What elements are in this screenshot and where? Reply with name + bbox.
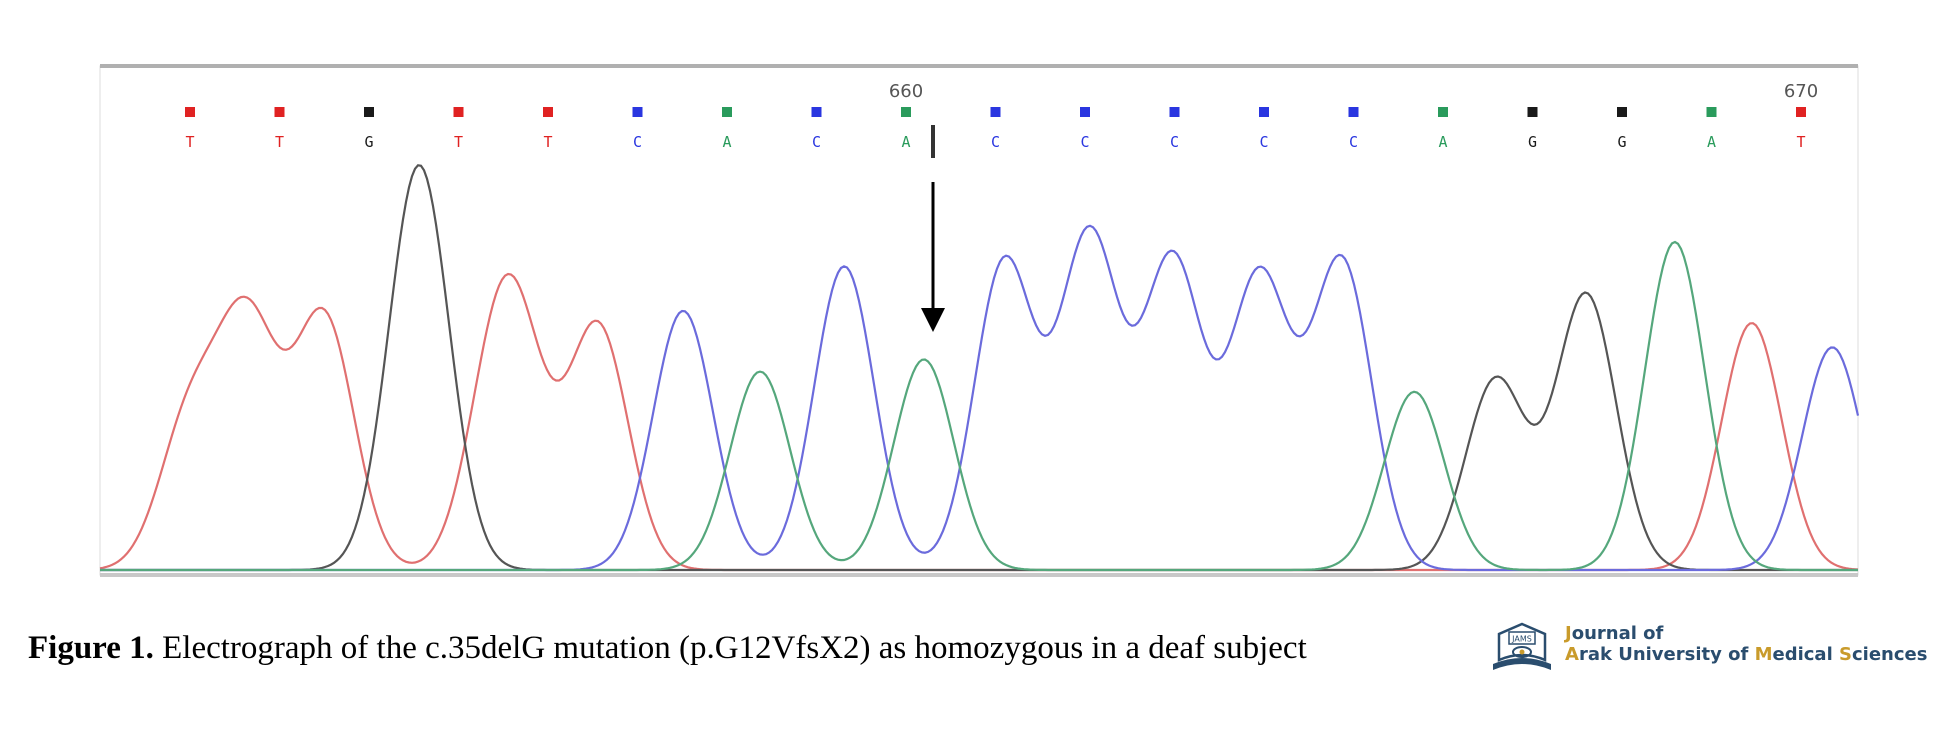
base-call-letter: C [1080,133,1089,151]
base-marker [1169,107,1180,117]
deletion-arrow-head [921,308,945,332]
journal-line2-part: ciences [1851,644,1928,665]
figure-number: Figure 1. [28,630,154,666]
annotation-group [921,125,945,332]
base-marker [632,107,643,117]
plot-area [99,65,1859,576]
journal-line2-part: rak University of [1578,644,1755,665]
journal-line2: Arak University of Medical Sciences [1565,644,1927,665]
journal-initial-j: J [1565,623,1572,644]
base-call-row: 660 670 T T G T T C A C A C C C C C A G G A T [185,81,1818,151]
base-marker [1796,107,1806,117]
base-marker [364,107,374,117]
base-call-letter: C [991,133,1000,151]
base-marker [1348,107,1359,117]
trace-G [100,164,1858,572]
journal-line1-rest: ournal of [1571,623,1664,644]
base-marker [543,107,553,117]
base-marker [1706,107,1717,117]
position-label-660: 660 [889,81,923,102]
chromatogram-chart: 660 670 T T G T T C A C A C C C C C A G G A T [99,64,1860,577]
journal-line2-part: edical [1772,644,1840,665]
base-call-letter: T [275,133,284,151]
base-call-letter: G [364,133,373,151]
trace-group [99,164,1860,572]
base-marker [811,107,822,117]
base-call-letter: A [1438,133,1447,151]
base-marker [901,107,911,117]
journal-name: Journal of Arak University of Medical Sc… [1565,623,1927,665]
base-call-letter: G [1528,133,1537,151]
base-marker [1438,107,1448,117]
journal-line2-part: M [1754,644,1773,665]
base-call-letter: C [812,133,821,151]
journal-line2-part: A [1565,644,1579,665]
base-call-letter: C [1349,133,1358,151]
caption-text: Electrograph of the c.35delG mutation (p… [153,630,1307,666]
base-marker [1527,107,1538,117]
base-marker [990,107,1001,117]
journal-emblem-icon: JAMS [1493,622,1551,670]
figure-caption: Figure 1. Electrograph of the c.35delG m… [28,630,1307,667]
base-call-letter: A [1707,133,1716,151]
trace-A [100,240,1858,572]
base-call-letter: A [901,133,910,151]
position-label-670: 670 [1784,81,1818,102]
base-call-letter: C [1259,133,1268,151]
base-call-letter: T [543,133,552,151]
base-marker [185,107,195,117]
chart-frame [99,64,1859,577]
base-call-letter: A [722,133,731,151]
journal-line2-part: S [1839,644,1852,665]
base-marker [453,107,464,117]
journal-logo: JAMS Journal of Arak University of Medic… [1485,612,1927,676]
emblem-lettering: JAMS [1511,635,1532,644]
base-marker [1259,107,1269,117]
base-call-letter: T [185,133,194,151]
base-call-letter: C [633,133,642,151]
base-marker [722,107,732,117]
base-marker [1617,107,1627,117]
base-call-letter: C [1170,133,1179,151]
base-marker [1080,107,1090,117]
base-call-letter: G [1617,133,1626,151]
base-marker [274,107,285,117]
base-call-letter: T [1796,133,1805,151]
base-call-letter: T [454,133,463,151]
